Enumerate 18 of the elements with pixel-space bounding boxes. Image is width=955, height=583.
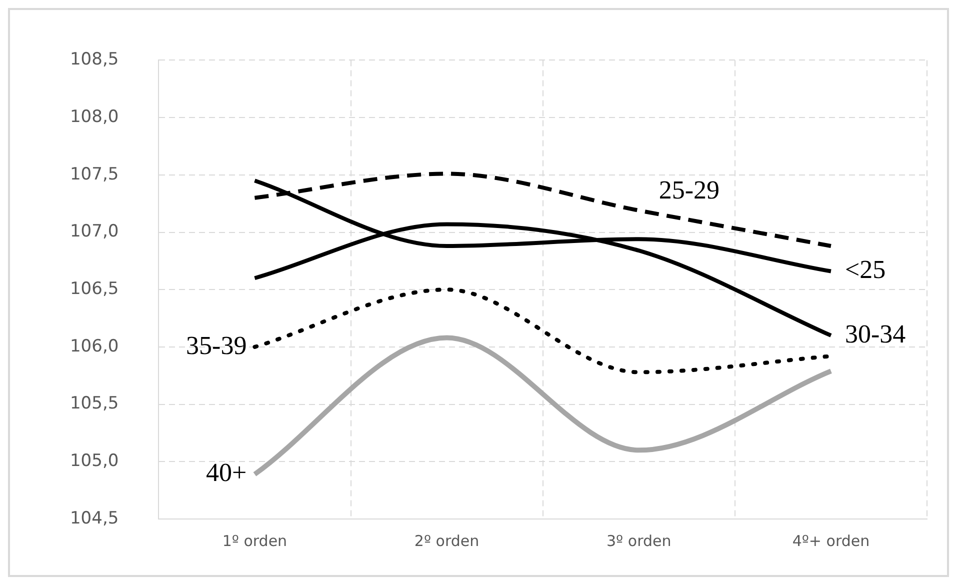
series-label: <25 [844, 255, 886, 284]
x-tick-label: 1º orden [222, 532, 288, 550]
series-label: 30-34 [844, 319, 906, 348]
x-tick-label: 2º orden [414, 532, 480, 550]
y-tick-label: 106,0 [70, 336, 119, 356]
x-tick-label: 4º+ orden [792, 532, 870, 550]
y-tick-label: 107,5 [70, 164, 119, 184]
series-label: 40+ [206, 458, 247, 488]
y-tick-label: 105,0 [70, 451, 119, 472]
y-tick-label: 107,0 [70, 222, 119, 242]
series-label: 35-39 [186, 330, 247, 360]
y-tick-label: 104,5 [70, 508, 119, 528]
y-tick-label: 108,0 [70, 106, 119, 127]
series-label: 25-29 [658, 175, 720, 204]
x-tick-label: 3º orden [606, 532, 672, 550]
y-tick-label: 105,5 [70, 394, 119, 414]
y-tick-label: 106,5 [70, 279, 119, 300]
y-tick-label: 108,5 [70, 50, 119, 70]
